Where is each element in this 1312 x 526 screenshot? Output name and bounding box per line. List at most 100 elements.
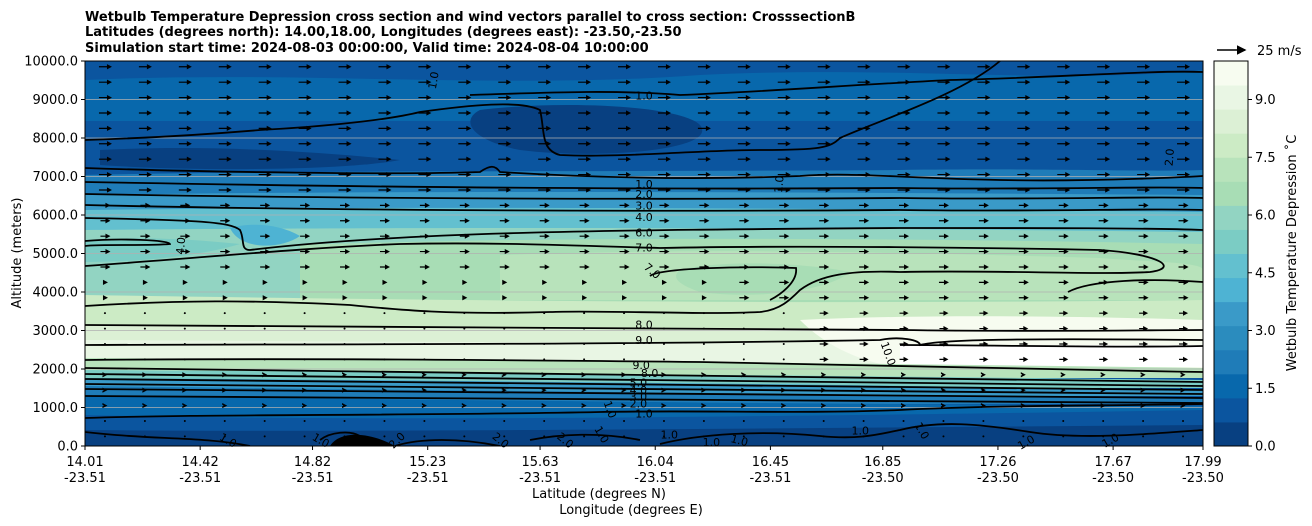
wind-vector bbox=[138, 156, 152, 162]
wind-vector bbox=[579, 202, 590, 208]
wind-vector bbox=[1099, 356, 1109, 362]
wind-vector bbox=[657, 94, 671, 101]
wind-vector bbox=[499, 233, 510, 239]
wind-vector bbox=[382, 279, 388, 285]
wind-vector bbox=[218, 94, 232, 101]
wind-vector bbox=[697, 79, 711, 85]
wind-vector bbox=[940, 387, 946, 393]
colorbar-swatch bbox=[1214, 85, 1248, 110]
wind-vector bbox=[697, 64, 711, 70]
wind-vector bbox=[1060, 387, 1066, 393]
wind-vector bbox=[977, 79, 991, 85]
wind-vector bbox=[1018, 295, 1029, 301]
wind-vector bbox=[817, 125, 831, 131]
wind-vector bbox=[183, 342, 186, 345]
wind-vector bbox=[779, 279, 790, 285]
colorbar-swatch bbox=[1214, 205, 1248, 230]
wind-vector bbox=[819, 325, 829, 332]
wind-vector bbox=[817, 171, 831, 178]
x-tick-label-lat: 16.85 bbox=[864, 455, 901, 470]
wind-vector bbox=[1138, 279, 1149, 285]
wind-vector bbox=[182, 295, 188, 301]
wind-vector bbox=[1058, 295, 1069, 301]
wind-vector bbox=[458, 156, 472, 162]
wind-vector bbox=[180, 218, 191, 224]
contour-label: 1.0 bbox=[635, 90, 653, 103]
wind-vector bbox=[979, 341, 989, 347]
wind-vector bbox=[303, 312, 306, 315]
wind-vector bbox=[498, 141, 512, 147]
colorbar-swatch bbox=[1214, 133, 1248, 158]
wind-vector bbox=[342, 279, 348, 285]
wind-vector bbox=[697, 171, 711, 178]
wind-vector bbox=[258, 79, 272, 85]
wind-vector bbox=[1179, 356, 1189, 362]
wind-vector bbox=[223, 435, 226, 438]
colorbar-swatch bbox=[1214, 61, 1248, 86]
wind-vector bbox=[302, 372, 308, 378]
wind-vector bbox=[979, 356, 989, 362]
wind-vector bbox=[741, 372, 747, 378]
wind-vector bbox=[501, 387, 507, 393]
wind-vector bbox=[138, 141, 152, 147]
wind-vector bbox=[940, 372, 946, 378]
wind-vector bbox=[1139, 341, 1149, 347]
wind-vector bbox=[859, 218, 870, 224]
wind-vector bbox=[857, 156, 871, 162]
wind-vector bbox=[103, 342, 106, 345]
wind-vector bbox=[1062, 435, 1065, 438]
wind-vector bbox=[461, 372, 467, 378]
wind-vector bbox=[622, 279, 628, 285]
wind-vector bbox=[702, 419, 705, 422]
wind-vector bbox=[1179, 341, 1189, 347]
wind-vector bbox=[258, 110, 272, 116]
wind-vector bbox=[618, 141, 632, 147]
contour-label: 1.0 bbox=[635, 407, 653, 420]
x-tick-label-lon: -23.51 bbox=[749, 471, 791, 486]
wind-vector bbox=[1017, 125, 1031, 131]
wind-vector bbox=[901, 372, 907, 378]
wind-vector bbox=[338, 110, 352, 116]
wind-vector bbox=[458, 187, 472, 193]
contour-7 bbox=[85, 242, 1165, 314]
wind-vector bbox=[779, 202, 790, 208]
wind-vector bbox=[821, 372, 827, 378]
wind-vector bbox=[661, 295, 667, 301]
wind-vector bbox=[1018, 233, 1029, 239]
wind-vector bbox=[1140, 372, 1146, 378]
wind-vector bbox=[583, 419, 586, 422]
wind-vector bbox=[737, 125, 751, 131]
wind-vector bbox=[418, 94, 432, 101]
wind-vector bbox=[899, 356, 909, 362]
wind-vector bbox=[1018, 279, 1029, 285]
wind-vector bbox=[579, 218, 590, 224]
contour-label: 1.0 bbox=[703, 436, 721, 449]
wind-vector bbox=[938, 279, 949, 285]
wind-vector bbox=[899, 279, 910, 285]
wind-vector bbox=[979, 310, 989, 316]
wind-vector bbox=[418, 171, 432, 178]
wind-vector bbox=[258, 141, 272, 147]
contour-10 bbox=[899, 344, 1203, 348]
colorbar-swatch bbox=[1214, 277, 1248, 303]
wind-vector bbox=[220, 264, 231, 270]
wind-vector bbox=[861, 372, 867, 378]
wind-vector bbox=[819, 218, 830, 224]
contour-label: 1.0 bbox=[349, 436, 367, 449]
wind-vector bbox=[300, 248, 311, 255]
wind-vector bbox=[143, 435, 146, 438]
wind-vector bbox=[262, 387, 268, 393]
wind-vector bbox=[819, 310, 829, 316]
y-tick-label: 2000.0 bbox=[33, 363, 79, 378]
wind-vector bbox=[899, 218, 910, 224]
wind-vector bbox=[1097, 156, 1111, 162]
wind-vector bbox=[258, 64, 272, 70]
wind-vector bbox=[1060, 372, 1066, 378]
wind-vector bbox=[419, 218, 430, 224]
wind-vector bbox=[1177, 141, 1191, 147]
wind-vector bbox=[619, 218, 630, 224]
wind-vectors bbox=[98, 64, 1191, 438]
wind-vector bbox=[182, 372, 188, 378]
wind-vector bbox=[782, 419, 785, 422]
wind-vector bbox=[498, 79, 512, 85]
